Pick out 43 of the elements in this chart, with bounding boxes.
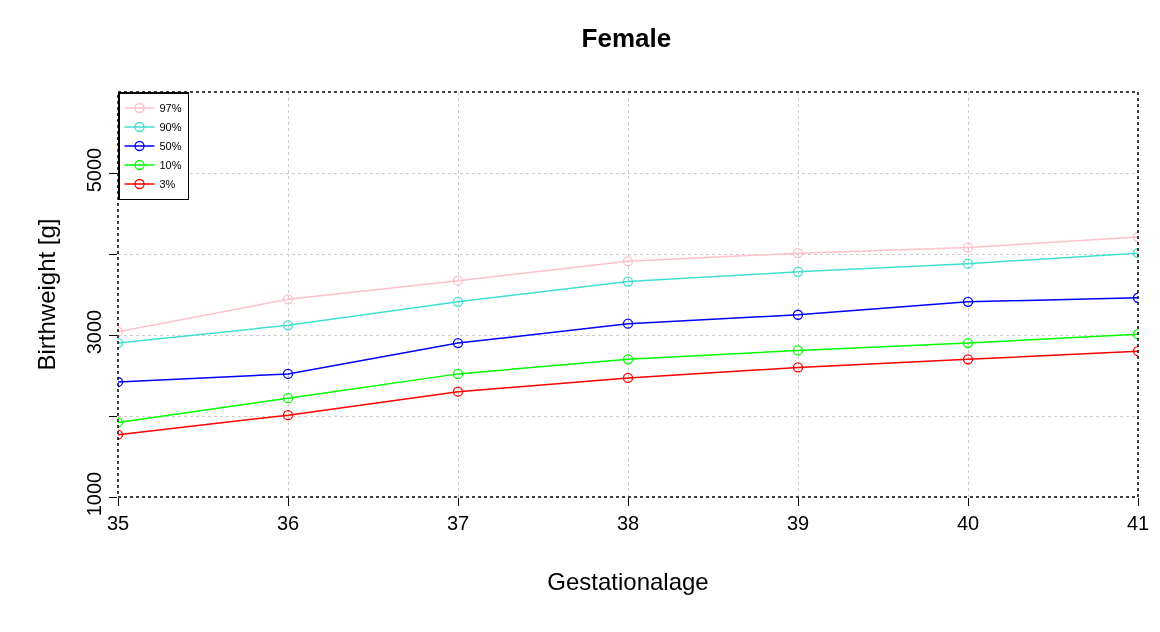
legend-label: 97% xyxy=(159,102,182,115)
point xyxy=(792,248,804,259)
point xyxy=(792,362,804,373)
point xyxy=(282,320,294,331)
legend-label: 50% xyxy=(159,140,182,153)
y-tick-label: 1000 xyxy=(83,471,105,517)
point xyxy=(452,275,464,286)
point xyxy=(622,276,634,287)
point xyxy=(282,393,294,404)
point xyxy=(282,368,294,380)
y-axis-title: Birthweight [g] xyxy=(33,218,61,371)
point xyxy=(282,294,294,305)
point xyxy=(962,354,974,365)
legend-label: 90% xyxy=(159,121,182,134)
y-tick-label: 5000 xyxy=(83,147,105,193)
point xyxy=(452,386,464,397)
x-tick-label: 39 xyxy=(786,512,810,534)
point xyxy=(962,296,974,307)
point xyxy=(622,318,634,329)
point xyxy=(282,410,294,421)
x-tick-label: 36 xyxy=(276,512,300,534)
x-tick-label: 37 xyxy=(446,512,470,534)
point xyxy=(452,368,464,380)
y-tick-label: 3000 xyxy=(83,309,105,355)
point xyxy=(622,256,634,267)
point xyxy=(452,337,464,349)
point xyxy=(792,266,804,277)
x-tick-label: 41 xyxy=(1126,512,1150,534)
point xyxy=(962,258,974,269)
chart-title: Female xyxy=(581,22,672,53)
point xyxy=(962,242,974,253)
legend-label: 10% xyxy=(159,159,182,172)
point xyxy=(792,309,804,320)
legend-label: 3% xyxy=(159,178,176,191)
x-tick-label: 40 xyxy=(956,512,980,534)
point xyxy=(622,372,634,384)
point xyxy=(792,345,804,356)
point xyxy=(962,337,974,349)
x-tick-label: 38 xyxy=(616,512,640,534)
x-tick-label: 35 xyxy=(106,512,130,534)
point xyxy=(622,354,634,365)
point xyxy=(452,296,464,307)
x-axis-title: Gestationalage xyxy=(547,568,709,596)
